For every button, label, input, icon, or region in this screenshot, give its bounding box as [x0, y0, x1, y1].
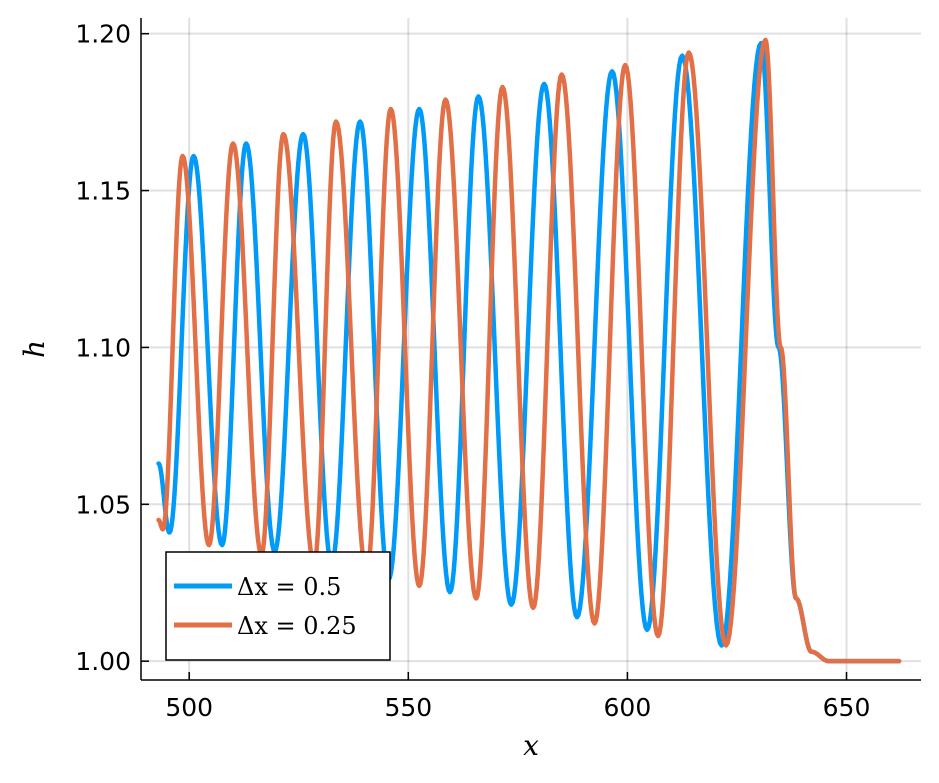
plot-area — [156, 37, 902, 664]
legend-box — [165, 551, 391, 661]
axes — [140, 18, 921, 681]
y-tick-label: 1.10 — [75, 333, 131, 362]
y-ticks: 1.00 1.05 1.10 1.15 1.20 — [75, 20, 149, 676]
x-axis-label: x — [523, 729, 539, 762]
series-line-2 — [156, 37, 902, 664]
legend: Δx = 0.5 Δx = 0.25 — [165, 551, 391, 661]
y-tick-label: 1.20 — [75, 20, 131, 49]
legend-label-series-1: Δx = 0.5 — [237, 573, 341, 601]
x-tick-label: 550 — [384, 693, 432, 722]
y-tick-label: 1.00 — [75, 647, 131, 676]
x-ticks: 500 550 600 650 — [165, 672, 870, 722]
y-axis-label: h — [18, 340, 51, 358]
x-tick-label: 500 — [165, 693, 213, 722]
x-tick-label: 600 — [604, 693, 652, 722]
legend-label-series-2: Δx = 0.25 — [237, 612, 357, 640]
y-tick-label: 1.15 — [75, 177, 131, 206]
y-tick-label: 1.05 — [75, 490, 131, 519]
series-line-1 — [156, 40, 902, 664]
x-tick-label: 650 — [823, 693, 871, 722]
